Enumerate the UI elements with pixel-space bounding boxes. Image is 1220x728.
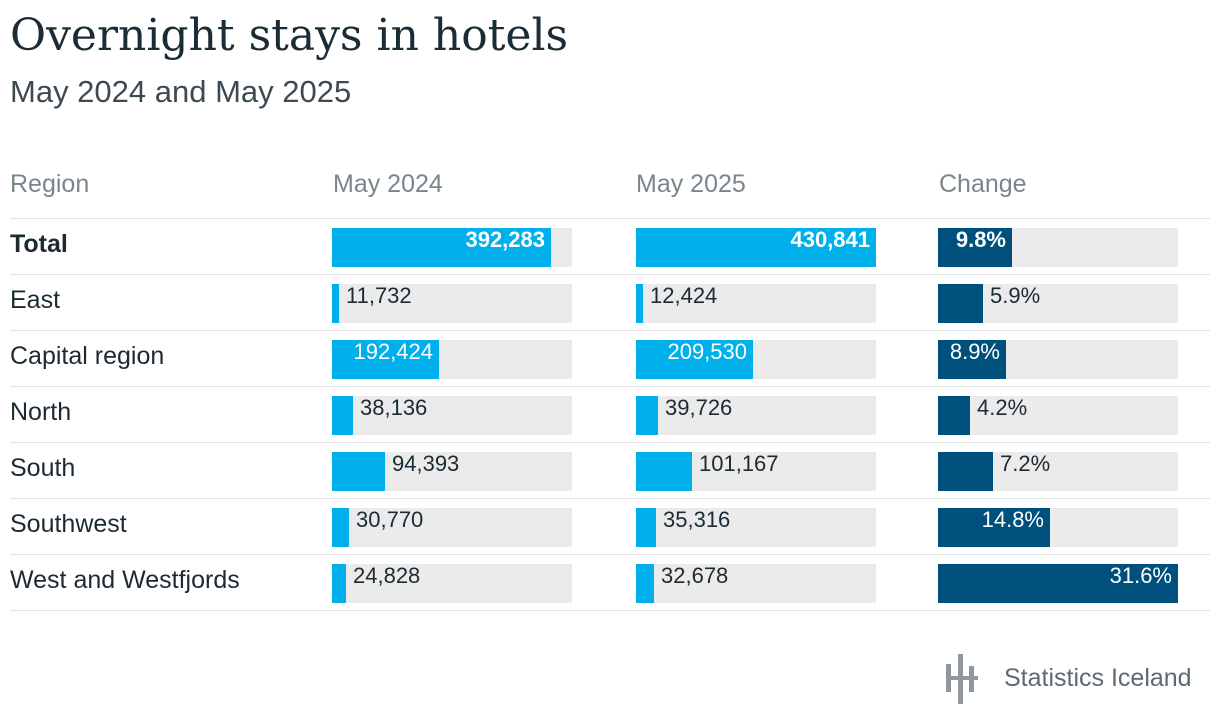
row-divider [10,386,1210,387]
table-row: East 11,732 12,424 5.9% [0,274,1220,330]
table-row: North 38,136 39,726 4.2% [0,386,1220,442]
may-2025-value-label: 101,167 [699,451,779,476]
change-value-label: 9.8% [955,227,1006,252]
may-2025-track [636,564,876,603]
column-header-may-2025: May 2025 [636,170,746,198]
row-divider [10,218,1210,219]
change-value-label: 14.8% [981,507,1044,532]
region-label: North [10,398,72,426]
change-bar [938,396,970,435]
may-2025-track [636,452,876,491]
change-bar [938,508,1050,547]
may-2024-bar [332,284,339,323]
may-2025-track [636,228,876,267]
table-row: Capital region 192,424 209,530 8.9% [0,330,1220,386]
may-2024-track [332,508,572,547]
may-2024-bar [332,508,349,547]
change-value-label: 4.2% [977,395,1028,420]
table-row: South 94,393 101,167 7.2% [0,442,1220,498]
may-2024-track [332,396,572,435]
column-header-may-2024: May 2024 [333,170,443,198]
may-2024-track [332,452,572,491]
row-divider [10,498,1210,499]
region-label: Capital region [10,342,165,370]
change-track [938,284,1178,323]
may-2025-bar [636,228,876,267]
row-divider [10,554,1210,555]
may-2025-track [636,508,876,547]
may-2024-bar [332,396,353,435]
may-2024-value-label: 192,424 [353,339,433,364]
region-label: East [10,286,61,314]
table-row: Southwest 30,770 35,316 14.8% [0,498,1220,554]
may-2025-value-label: 32,678 [661,563,729,588]
may-2024-value-label: 94,393 [392,451,460,476]
may-2024-bar [332,564,346,603]
region-label: South [10,454,76,482]
may-2024-bar [332,452,385,491]
change-bar [938,228,1012,267]
may-2024-track [332,284,572,323]
change-track [938,228,1178,267]
change-bar [938,452,993,491]
statistics-iceland-logo-icon [944,652,994,711]
may-2025-value-label: 39,726 [665,395,733,420]
change-track [938,340,1178,379]
may-2024-track [332,340,572,379]
may-2025-bar [636,452,692,491]
may-2024-bar [332,228,551,267]
change-track [938,508,1178,547]
row-divider [10,330,1210,331]
table-row: Total 392,283 430,841 9.8% [0,218,1220,274]
change-value-label: 5.9% [990,283,1041,308]
may-2024-value-label: 30,770 [356,507,424,532]
region-label: Total [10,230,68,258]
change-value-label: 31.6% [1109,563,1172,588]
may-2024-bar [332,340,439,379]
region-label: West and Westfjords [10,566,240,594]
may-2024-track [332,564,572,603]
may-2025-bar [636,396,658,435]
may-2025-value-label: 430,841 [790,227,870,252]
may-2024-value-label: 38,136 [360,395,428,420]
may-2024-track [332,228,572,267]
column-header-change: Change [939,170,1027,198]
may-2025-track [636,396,876,435]
column-header-region: Region [10,170,90,198]
may-2025-bar [636,284,643,323]
row-divider [10,610,1210,611]
may-2025-bar [636,564,654,603]
may-2025-bar [636,340,753,379]
row-divider [10,442,1210,443]
may-2025-value-label: 35,316 [663,507,731,532]
chart-title: Overnight stays in hotels [10,10,569,61]
may-2025-track [636,340,876,379]
region-label: Southwest [10,510,127,538]
change-track [938,564,1178,603]
may-2025-value-label: 209,530 [667,339,747,364]
change-bar [938,284,983,323]
brand-name: Statistics Iceland [1004,664,1192,692]
may-2025-bar [636,508,656,547]
change-value-label: 8.9% [949,339,1000,364]
may-2024-value-label: 24,828 [353,563,421,588]
change-track [938,452,1178,491]
chart-subtitle: May 2024 and May 2025 [10,74,352,109]
table-row: West and Westfjords 24,828 32,678 31.6% [0,554,1220,610]
may-2024-value-label: 392,283 [465,227,545,252]
may-2025-track [636,284,876,323]
change-bar [938,340,1006,379]
change-bar [938,564,1178,603]
change-value-label: 7.2% [1000,451,1051,476]
change-track [938,396,1178,435]
row-divider [10,274,1210,275]
may-2024-value-label: 11,732 [346,283,412,308]
may-2025-value-label: 12,424 [650,283,718,308]
